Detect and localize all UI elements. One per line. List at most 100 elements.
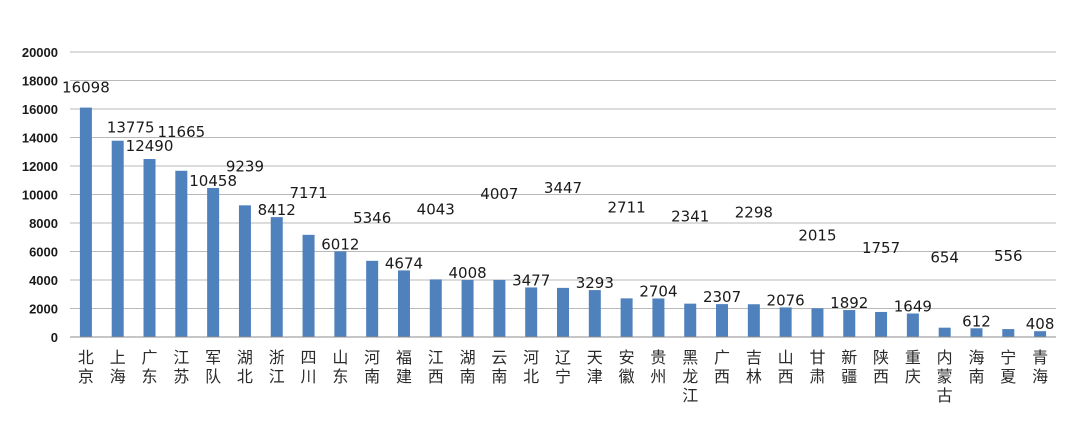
- data-label: 1757: [862, 239, 900, 257]
- category-label: 宁: [555, 367, 571, 386]
- bar: [938, 327, 951, 337]
- category-label: 蒙: [937, 367, 953, 386]
- category-label: 北: [78, 348, 94, 367]
- category-label: 江: [173, 348, 189, 367]
- data-label: 2298: [735, 203, 773, 221]
- data-label: 2076: [767, 291, 805, 309]
- y-tick-label: 12000: [22, 159, 58, 174]
- bar: [207, 187, 220, 337]
- data-label: 16098: [62, 79, 110, 97]
- bar: [588, 290, 601, 337]
- bar: [429, 279, 442, 337]
- category-label: 南: [968, 367, 984, 386]
- data-label: 3293: [576, 274, 614, 292]
- category-label: 黑: [682, 348, 698, 367]
- data-label: 2015: [798, 226, 836, 244]
- data-label: 9239: [226, 157, 264, 175]
- category-label: 肃: [809, 367, 825, 386]
- category-label: 海: [1032, 367, 1048, 386]
- category-label: 江: [428, 348, 444, 367]
- bar: [684, 303, 697, 337]
- category-label: 山: [778, 348, 794, 367]
- bar: [461, 279, 474, 337]
- gridlines: [70, 51, 1056, 309]
- category-label: 吉: [746, 348, 762, 367]
- category-label: 北: [237, 367, 253, 386]
- category-label: 林: [746, 367, 762, 386]
- category-label: 南: [460, 367, 476, 386]
- category-label: 海: [110, 367, 126, 386]
- y-tick-label: 18000: [22, 74, 58, 89]
- category-label: 京: [78, 367, 94, 386]
- data-label: 3477: [512, 271, 550, 289]
- bar: [302, 234, 315, 337]
- data-label: 8412: [258, 201, 296, 219]
- category-label: 南: [491, 367, 507, 386]
- category-label: 州: [650, 367, 666, 386]
- data-label: 1892: [830, 294, 868, 312]
- category-label: 津: [587, 367, 603, 386]
- category-label: 湖: [460, 348, 476, 367]
- data-label: 2704: [639, 282, 677, 300]
- bar: [747, 304, 760, 337]
- y-axis-ticks: 0 2000 4000 6000 8000 10000 12000 14000 16000 180…: [22, 45, 58, 345]
- data-label: 12490: [126, 137, 174, 155]
- bar: [493, 279, 506, 337]
- data-label: 4674: [385, 254, 423, 272]
- category-label: 福: [396, 348, 412, 367]
- bar: [79, 107, 92, 337]
- category-label: 辽: [555, 348, 571, 367]
- data-label: 4043: [417, 200, 455, 218]
- data-label: 2341: [671, 208, 709, 226]
- bar: [620, 298, 633, 337]
- bar: [557, 287, 569, 337]
- category-label: 陕: [873, 348, 889, 367]
- category-label: 四: [301, 348, 317, 367]
- category-label: 重: [905, 348, 921, 367]
- bar: [525, 287, 538, 337]
- category-label: 江: [682, 386, 698, 405]
- category-label: 西: [714, 367, 730, 386]
- category-label: 徽: [619, 367, 635, 386]
- category-label: 云: [491, 348, 507, 367]
- data-label: 2307: [703, 288, 741, 306]
- category-label: 庆: [905, 367, 921, 386]
- data-label: 612: [962, 312, 991, 330]
- y-tick-label: 14000: [22, 131, 58, 146]
- category-label: 军: [205, 348, 221, 367]
- data-label: 654: [930, 249, 959, 267]
- data-label: 13775: [107, 119, 155, 137]
- category-label: 青: [1032, 348, 1048, 367]
- category-label: 河: [523, 348, 539, 367]
- category-label: 苏: [173, 367, 189, 386]
- category-label: 湖: [237, 348, 253, 367]
- y-tick-label: 20000: [22, 45, 58, 60]
- bar: [843, 310, 856, 337]
- category-label: 江: [269, 367, 285, 386]
- category-label: 天: [587, 348, 603, 367]
- bar: [270, 217, 283, 337]
- data-label: 408: [1026, 315, 1055, 333]
- y-tick-label: 2000: [29, 302, 58, 317]
- category-label: 西: [778, 367, 794, 386]
- bar: [366, 260, 379, 337]
- category-label: 贵: [650, 348, 666, 367]
- category-label: 南: [364, 367, 380, 386]
- y-tick-label: 0: [51, 330, 58, 345]
- bar: [397, 270, 410, 337]
- category-label: 东: [142, 367, 158, 386]
- category-label: 队: [205, 367, 221, 386]
- y-tick-label: 16000: [22, 102, 58, 117]
- data-label: 2711: [608, 198, 646, 216]
- category-labels: 北京上海广东江苏军队湖北浙江四川山东河南福建江西湖南云南河北辽宁天津安徽贵州黑龙…: [78, 348, 1048, 405]
- bar: [1002, 329, 1015, 337]
- category-label: 新: [841, 348, 857, 367]
- bar: [143, 159, 156, 337]
- data-label: 4008: [448, 264, 486, 282]
- bar: [238, 205, 251, 337]
- category-label: 西: [428, 367, 444, 386]
- y-tick-label: 10000: [22, 188, 58, 203]
